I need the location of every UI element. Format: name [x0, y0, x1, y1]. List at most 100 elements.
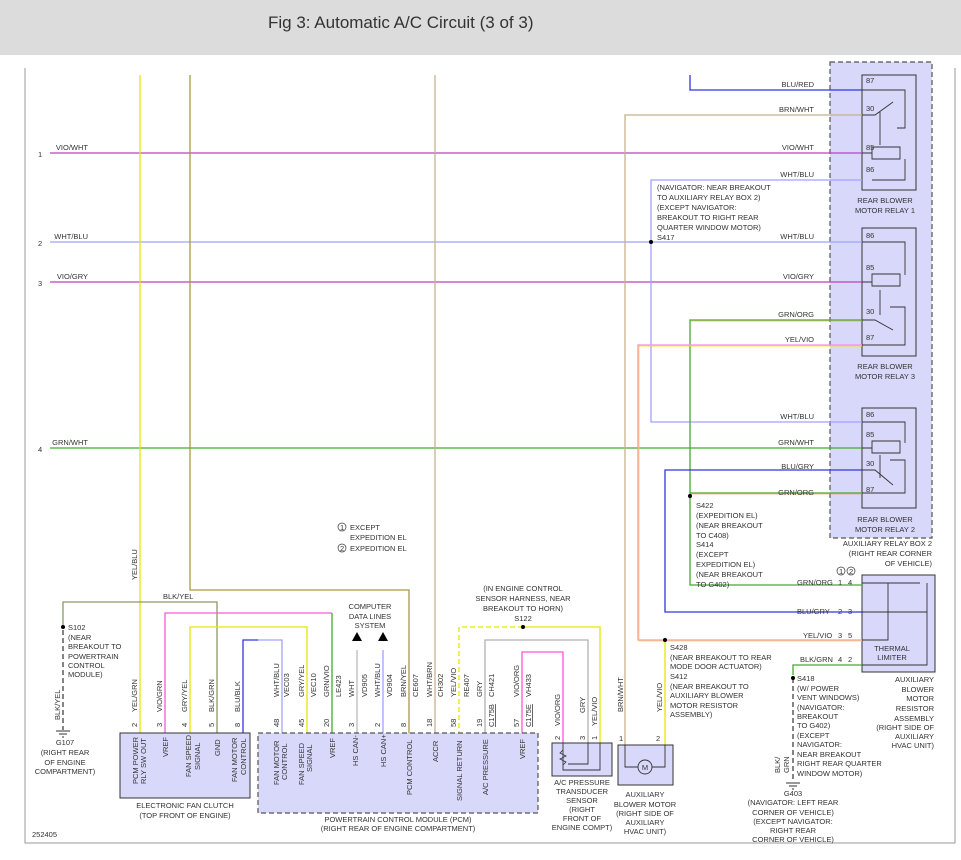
wire-vio-org-sensor: [521, 651, 564, 743]
relay-1-pin: 30: [866, 104, 874, 113]
svg-text:DATA LINES: DATA LINES: [349, 612, 391, 621]
svg-text:RIGHT REAR QUARTER: RIGHT REAR QUARTER: [797, 759, 882, 768]
svg-text:OF ENGINE: OF ENGINE: [44, 758, 85, 767]
wire-vio-grn: [164, 612, 332, 733]
wire-grn-org: [689, 319, 862, 586]
diagram-frame: [24, 68, 956, 844]
row-number: 2: [38, 239, 42, 248]
relay-3-label: REAR BLOWER: [857, 362, 913, 371]
ground-g107-icon: [56, 730, 70, 738]
wire-label: BLU/GRY: [781, 462, 814, 471]
svg-text:SIGNAL: SIGNAL: [193, 742, 202, 770]
svg-text:(NAVIGATOR: LEFT REAR: (NAVIGATOR: LEFT REAR: [748, 798, 839, 807]
wire-label: BLU/RED: [781, 80, 814, 89]
svg-text:(EXCEPT: (EXCEPT: [797, 731, 830, 740]
svg-text:VD904: VD904: [385, 674, 394, 697]
motor-icon: [637, 759, 653, 775]
splice-s417: [649, 240, 653, 244]
resistor-pin: 3: [848, 607, 852, 616]
svg-text:VENT WINDOWS): VENT WINDOWS): [797, 693, 860, 702]
wire-label: GRN: [782, 756, 791, 773]
wire-label: BRN/WHT: [616, 677, 625, 712]
wire-label: BRN/WHT: [779, 105, 814, 114]
svg-text:ASSEMBLY): ASSEMBLY): [670, 710, 713, 719]
wire-label: BLK/YEL: [53, 690, 62, 720]
svg-text:VD905: VD905: [360, 674, 369, 697]
svg-text:(RIGHT: (RIGHT: [569, 805, 595, 814]
svg-text:(EXCEPT: (EXCEPT: [696, 550, 729, 559]
svg-text:VIO/ORG: VIO/ORG: [512, 665, 521, 697]
svg-text:EXPEDITION EL: EXPEDITION EL: [350, 533, 407, 542]
svg-text:CORNER OF VEHICLE): CORNER OF VEHICLE): [752, 835, 834, 844]
rear-blower-motor-relay-2: [861, 407, 917, 509]
svg-text:45: 45: [297, 719, 306, 727]
svg-text:(NEAR: (NEAR: [68, 633, 92, 642]
splice-s102: [61, 625, 65, 629]
variant-1-marker: [836, 566, 846, 576]
svg-text:VIO/ORG: VIO/ORG: [553, 694, 562, 726]
splice-s428: [663, 638, 667, 642]
svg-text:5: 5: [207, 723, 216, 727]
relay-2-pin: 85: [866, 430, 874, 439]
svg-text:57: 57: [512, 719, 521, 727]
svg-text:(RIGHT SIDE OF: (RIGHT SIDE OF: [616, 809, 674, 818]
fan-clutch-functions: PCM POWER RLY SW OUT VREF FAN SPEED SIGN…: [131, 734, 248, 784]
svg-text:YEL/VIO: YEL/VIO: [590, 697, 599, 726]
powertrain-control-module: [257, 732, 539, 814]
pcm-location: (RIGHT REAR OF ENGINE COMPARTMENT): [321, 824, 476, 833]
relay-box-label: (RIGHT REAR CORNER: [849, 549, 933, 558]
rear-blower-motor-relay-3: [861, 227, 917, 357]
svg-text:(NEAR BREAKOUT TO REAR: (NEAR BREAKOUT TO REAR: [670, 653, 772, 662]
svg-text:RIGHT REAR: RIGHT REAR: [770, 826, 817, 835]
wire-label: BLK/GRN: [800, 655, 833, 664]
motor-wiring: [624, 745, 666, 768]
pcm-label: POWERTRAIN CONTROL MODULE (PCM): [324, 815, 472, 824]
fan-clutch-wire-labels: YEL/GRN VIO/GRN GRY/YEL BLK/GRN BLU/BLK …: [130, 679, 242, 727]
svg-text:SIGNAL: SIGNAL: [305, 744, 314, 772]
svg-text:CORNER OF VEHICLE): CORNER OF VEHICLE): [752, 808, 834, 817]
svg-text:SENSOR: SENSOR: [566, 796, 598, 805]
svg-text:1: 1: [590, 736, 599, 740]
fan-clutch-label: ELECTRONIC FAN CLUTCH: [136, 801, 234, 810]
splice-s422: [688, 494, 692, 498]
svg-text:FAN MOTOR: FAN MOTOR: [272, 740, 281, 785]
svg-text:G107: G107: [56, 738, 74, 747]
svg-text:FAN MOTOR: FAN MOTOR: [230, 737, 239, 782]
svg-text:VEC03: VEC03: [282, 673, 291, 697]
svg-text:BREAKOUT: BREAKOUT: [797, 712, 839, 721]
svg-text:3: 3: [347, 723, 356, 727]
sensor-wire-labels: VIO/ORG GRY YEL/VIO 2 3 1: [553, 694, 599, 740]
wire-yel-vio-stripe: [638, 345, 862, 642]
wire-blk-grn: [792, 664, 862, 675]
svg-text:CONTROL: CONTROL: [68, 661, 105, 670]
svg-text:18: 18: [425, 719, 434, 727]
svg-text:VH433: VH433: [524, 674, 533, 697]
svg-text:4: 4: [180, 723, 189, 727]
svg-text:RE407: RE407: [462, 674, 471, 697]
svg-text:GRY: GRY: [578, 697, 587, 713]
svg-text:8: 8: [399, 723, 408, 727]
relay-1-pin: 87: [866, 76, 874, 85]
svg-text:GRY/YEL: GRY/YEL: [297, 665, 306, 697]
auxiliary-blower-motor-resistor: [861, 574, 936, 673]
svg-text:S122: S122: [514, 614, 532, 623]
svg-text:CH302: CH302: [436, 674, 445, 697]
svg-text:48: 48: [272, 719, 281, 727]
svg-text:G403: G403: [784, 789, 802, 798]
wire-brn-wht: [624, 114, 862, 745]
svg-text:EXCEPT: EXCEPT: [350, 523, 380, 532]
wire-label: VIO/GRY: [783, 272, 814, 281]
relay-2-pin: 87: [866, 485, 874, 494]
svg-text:VREF: VREF: [518, 739, 527, 759]
wire-label: YEL/BLU: [130, 549, 139, 580]
wire-blk-yel: [62, 601, 218, 733]
svg-text:BLK/GRN: BLK/GRN: [207, 679, 216, 712]
svg-text:NAVIGATOR:: NAVIGATOR:: [797, 740, 842, 749]
svg-text:YEL/GRN: YEL/GRN: [130, 679, 139, 712]
svg-text:HVAC UNIT): HVAC UNIT): [624, 827, 667, 836]
relay-box-label: AUXILIARY RELAY BOX 2: [843, 539, 932, 548]
